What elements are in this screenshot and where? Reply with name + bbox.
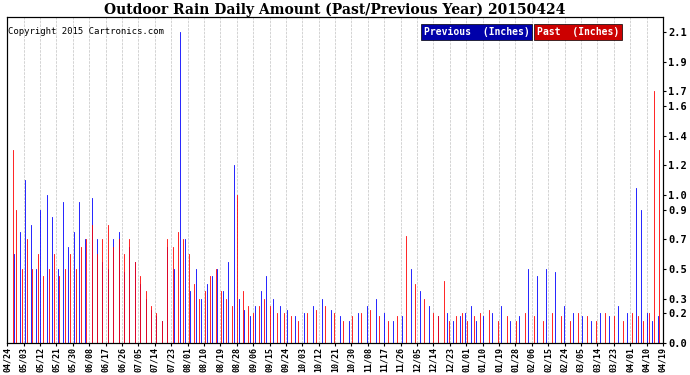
Text: Previous  (Inches): Previous (Inches): [424, 27, 529, 37]
Title: Outdoor Rain Daily Amount (Past/Previous Year) 20150424: Outdoor Rain Daily Amount (Past/Previous…: [104, 3, 566, 17]
Text: Copyright 2015 Cartronics.com: Copyright 2015 Cartronics.com: [8, 27, 164, 36]
Text: Past  (Inches): Past (Inches): [537, 27, 620, 37]
